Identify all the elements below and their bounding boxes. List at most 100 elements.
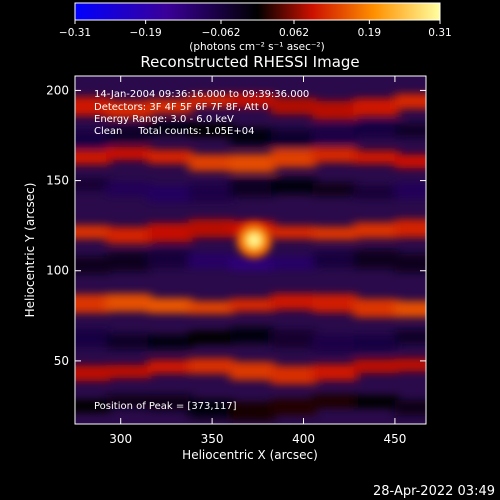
heatmap-band-segment (188, 399, 234, 418)
heatmap-band-segment (106, 333, 152, 350)
annotation-clean-counts: Clean Total counts: 1.05E+04 (94, 126, 254, 137)
heatmap-band-segment (353, 395, 399, 409)
colorbar-unit-label: (photons cm⁻² s⁻¹ asec⁻²) (189, 41, 324, 53)
heatmap-band-segment (106, 182, 152, 197)
heatmap-band-segment (353, 298, 399, 318)
heatmap-band-segment (229, 93, 276, 108)
heatmap-band-segment (75, 365, 111, 381)
colorbar-tick-label: 0.19 (358, 27, 381, 39)
annotation-detectors: Detectors: 3F 4F 5F 6F 7F 8F, Att 0 (94, 102, 268, 113)
heatmap-band-segment (312, 182, 358, 197)
heatmap-band-segment (147, 149, 193, 164)
heatmap-band-segment (312, 125, 358, 144)
annotation-peak-position: Position of Peak = [373,117] (94, 401, 237, 412)
heatmap-band-segment (75, 399, 111, 413)
peak-core (248, 234, 261, 247)
heatmap-band-segment (106, 100, 152, 119)
chart-title: Reconstructed RHESSI Image (140, 53, 359, 71)
heatmap-band-segment (271, 97, 317, 115)
heatmap-band-segment (147, 297, 193, 314)
heatmap-band-segment (394, 253, 426, 273)
colorbar-ticks: −0.31 −0.19 −0.062 0.062 0.19 0.31 (59, 20, 452, 39)
x-tick-label: 450 (383, 432, 406, 446)
heatmap-band-segment (75, 256, 111, 274)
heatmap-band-segment (312, 147, 358, 163)
axis-ticks: 300 350 400 450 50 100 150 200 (46, 76, 426, 446)
heatmap-band-segment (106, 293, 152, 312)
peak-source (236, 222, 273, 259)
heatmap-band-segment (353, 98, 399, 117)
heatmap-band-segment (75, 129, 111, 148)
heatmap-band-segment (188, 358, 234, 375)
heatmap-band-segment (353, 121, 399, 138)
heatmap-band-segment (147, 185, 193, 203)
heatmap-band-segment (394, 358, 426, 372)
heatmap-bands (75, 93, 426, 421)
heatmap-band-segment (229, 153, 276, 173)
generation-timestamp: 28-Apr-2022 03:49 (373, 484, 495, 499)
heatmap-band-segment (394, 219, 426, 238)
heatmap-band-segment (229, 178, 276, 197)
heatmap-band-segment (106, 252, 152, 272)
x-axis-label: Heliocentric X (arcsec) (182, 448, 318, 462)
heatmap-band-segment (106, 126, 152, 142)
heatmap-band-segment (312, 364, 358, 381)
heatmap-band-segment (353, 249, 399, 269)
heatmap-band-segment (271, 365, 317, 385)
heatmap-band-segment (188, 123, 234, 138)
colorbar-tick-label: −0.062 (202, 27, 241, 39)
heatmap-band-segment (394, 154, 426, 169)
heatmap-band-segment (271, 149, 317, 168)
heatmap-band-segment (353, 150, 399, 164)
y-tick-label: 100 (46, 264, 69, 278)
colorbar (74, 2, 441, 21)
heatmap-band-segment (75, 294, 111, 314)
heatmap-band-segment (229, 257, 276, 271)
heatmap-band-segment (75, 328, 111, 348)
heatmap-band-segment (271, 129, 317, 149)
heatmap-band-segment (271, 178, 317, 194)
heatmap-band-segment (394, 400, 426, 416)
heatmap-band-segment (312, 394, 358, 409)
heatmap-band-segment (394, 182, 426, 199)
heatmap-band-segment (312, 226, 358, 241)
heatmap-image (75, 93, 426, 421)
heatmap-band-segment (353, 359, 399, 374)
x-tick-label: 350 (201, 432, 224, 446)
heatmap-band-segment (75, 177, 111, 191)
heatmap-band-segment (75, 96, 111, 116)
heatmap-band-segment (147, 249, 193, 269)
heatmap-band-segment (271, 225, 317, 240)
y-axis-label: Heliocentric Y (arcsec) (23, 183, 37, 318)
heatmap-band-segment (394, 93, 426, 110)
heatmap-band-segment (106, 364, 152, 379)
heatmap-band-segment (353, 334, 399, 352)
heatmap-band-segment (147, 360, 193, 374)
heatmap-band-segment (75, 225, 111, 240)
heatmap-band-segment (106, 394, 152, 409)
heatmap-band-segment (188, 183, 234, 203)
heatmap-band-segment (229, 327, 276, 344)
heatmap-band-segment (229, 128, 276, 145)
heatmap-band-segment (312, 251, 358, 268)
annotation-energy-range: Energy Range: 3.0 - 6.0 keV (94, 114, 234, 125)
heatmap-band-segment (312, 293, 358, 313)
colorbar-tick-label: 0.062 (279, 27, 309, 39)
heatmap-band-segment (188, 330, 234, 345)
heatmap-band-segment (271, 329, 317, 349)
heatmap-band-segment (188, 300, 234, 315)
heatmap-band-segment (271, 256, 317, 270)
annotation-time-range: 14-Jan-2004 09:36:16.000 to 09:39:36.000 (94, 89, 309, 100)
heatmap-band-segment (229, 298, 276, 312)
heatmap-band-segment (229, 361, 276, 381)
plot-frame (74, 75, 427, 425)
x-tick-label: 400 (292, 432, 315, 446)
heatmap-band-segment (106, 146, 152, 160)
heatmap-band-segment (188, 154, 234, 172)
heatmap-band-segment (394, 300, 426, 318)
heatmap-band-segment (312, 334, 358, 353)
heatmap-band-segment (147, 98, 193, 114)
heatmap-band-segment (188, 219, 234, 238)
colorbar-tick-label: −0.31 (59, 27, 91, 39)
